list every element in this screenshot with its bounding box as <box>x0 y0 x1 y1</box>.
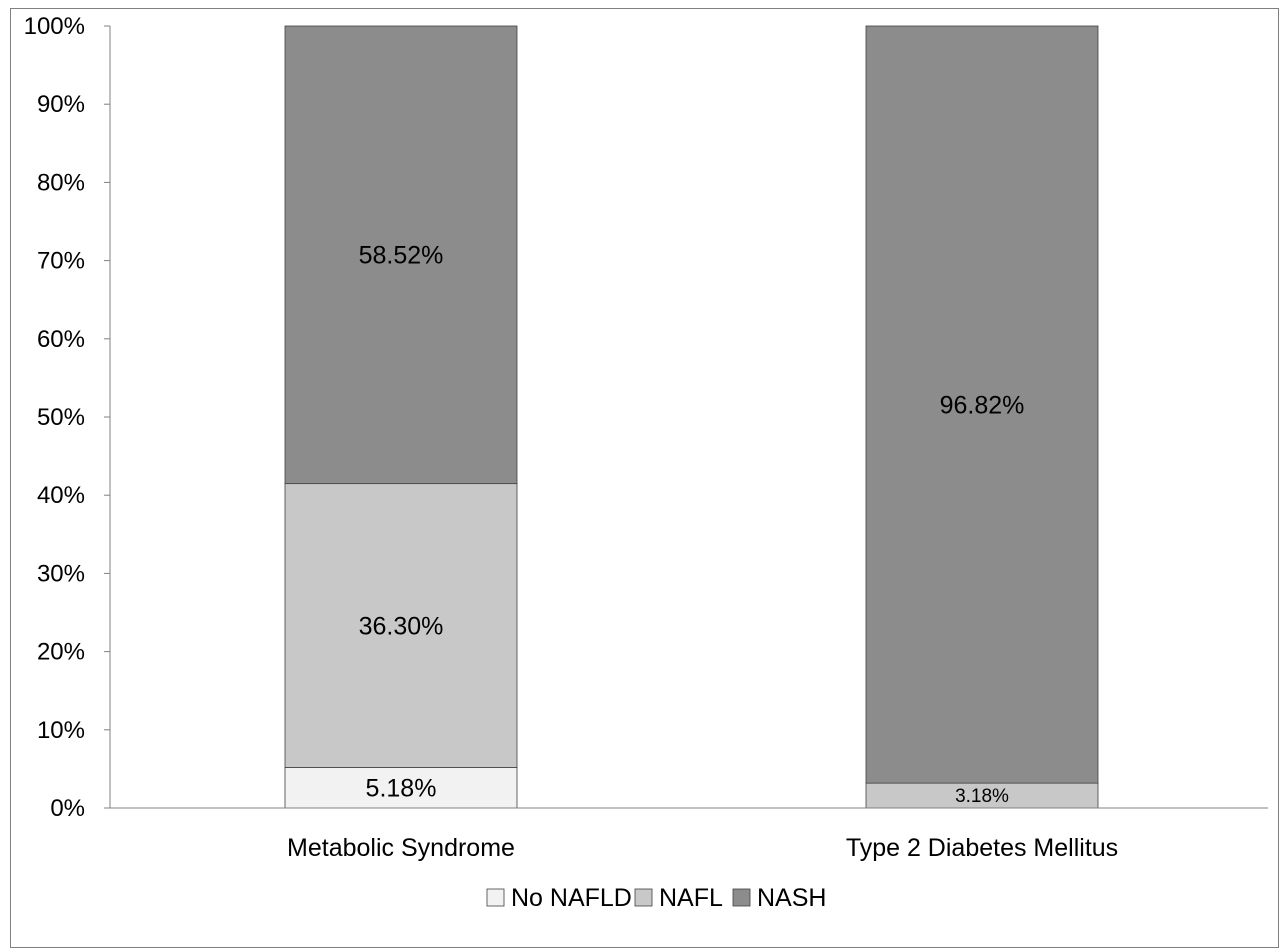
y-tick-label: 70% <box>37 248 85 275</box>
bar-segment-nash <box>284 25 518 485</box>
y-tick-label: 0% <box>50 795 85 822</box>
data-label: 3.18% <box>955 786 1009 807</box>
data-label: 5.18% <box>366 774 437 802</box>
y-tick-label: 20% <box>37 639 85 666</box>
y-tick-label: 100% <box>24 13 85 40</box>
category-label: Type 2 Diabetes Mellitus <box>846 834 1118 862</box>
data-label: 96.82% <box>940 391 1025 419</box>
y-ticks-layer: 0% 10% 20% 30% 40% 50% 60% 70% 80% 90% 100% <box>24 13 110 822</box>
data-label: 58.52% <box>359 242 444 270</box>
legend-label: NASH <box>757 884 826 912</box>
bar-segment-nash <box>865 25 1099 784</box>
y-tick-label: 80% <box>37 169 85 196</box>
legend-swatch <box>634 888 653 907</box>
y-tick-label: 90% <box>37 91 85 118</box>
legend-item: No NAFLD <box>486 884 632 912</box>
data-labels-layer: 5.18% 36.30% 58.52% 3.18% 96.82% <box>359 242 1025 808</box>
y-tick-label: 60% <box>37 326 85 353</box>
y-tick-label: 50% <box>37 404 85 431</box>
category-labels-layer: Metabolic Syndrome Type 2 Diabetes Mellit… <box>287 834 1118 862</box>
legend-item: NAFL <box>634 884 723 912</box>
category-label: Metabolic Syndrome <box>287 834 515 862</box>
legend-label: NAFL <box>659 884 723 912</box>
legend-item: NASH <box>732 884 826 912</box>
legend-swatch <box>486 888 505 907</box>
stacked-bar-chart: 0% 10% 20% 30% 40% 50% 60% 70% 80% 90% 100% 5.18% 3… <box>24 13 1268 912</box>
bars-layer <box>284 25 1099 809</box>
legend-label: No NAFLD <box>511 884 632 912</box>
y-tick-label: 30% <box>37 560 85 587</box>
legend: No NAFLD NAFL NASH <box>486 884 826 912</box>
y-tick-label: 10% <box>37 717 85 744</box>
data-label: 36.30% <box>359 612 444 640</box>
bar-segment-no-nafld <box>284 767 518 809</box>
y-tick-label: 40% <box>37 482 85 509</box>
legend-swatch <box>732 888 751 907</box>
